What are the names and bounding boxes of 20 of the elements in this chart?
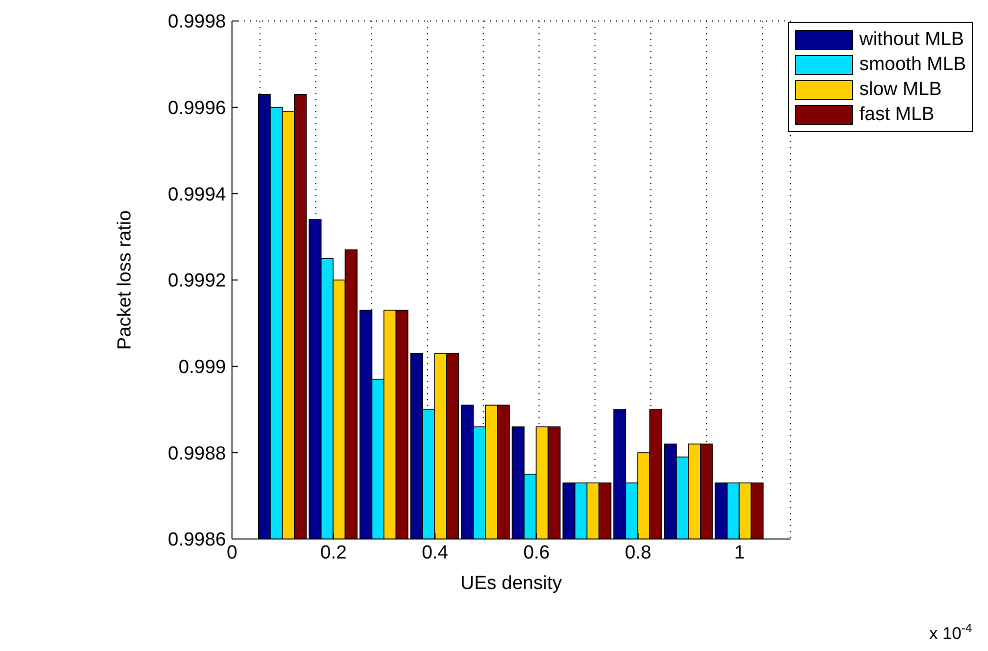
- x-tick-label: 1: [734, 542, 745, 564]
- y-tick-label: 0.9998: [168, 12, 226, 33]
- y-tick-label: 0.9994: [168, 184, 226, 206]
- x-tick-label: 0.2: [320, 542, 347, 564]
- x-tick-label: 0.4: [422, 542, 449, 564]
- y-tick-label: 0.9986: [168, 530, 226, 551]
- legend-label: slow MLB: [859, 78, 942, 100]
- y-tick-label: 0.9996: [168, 98, 226, 120]
- legend-label: without MLB: [859, 28, 964, 50]
- x-axis-title: UEs density: [460, 573, 562, 594]
- y-axis-title: Packet loss ratio: [114, 210, 136, 350]
- x-tick-label: 0.8: [624, 542, 652, 564]
- legend-label: fast MLB: [859, 104, 934, 126]
- x-tick-label: 0.6: [523, 542, 550, 564]
- y-tick-label: 0.9992: [168, 270, 226, 292]
- y-tick-label: 0.9988: [168, 443, 226, 464]
- text: x 10$^{-4}$: [929, 621, 972, 643]
- x-tick-label: 0: [226, 542, 238, 564]
- y-tick-label: 0.999: [178, 357, 226, 378]
- legend-label: smooth MLB: [859, 54, 966, 76]
